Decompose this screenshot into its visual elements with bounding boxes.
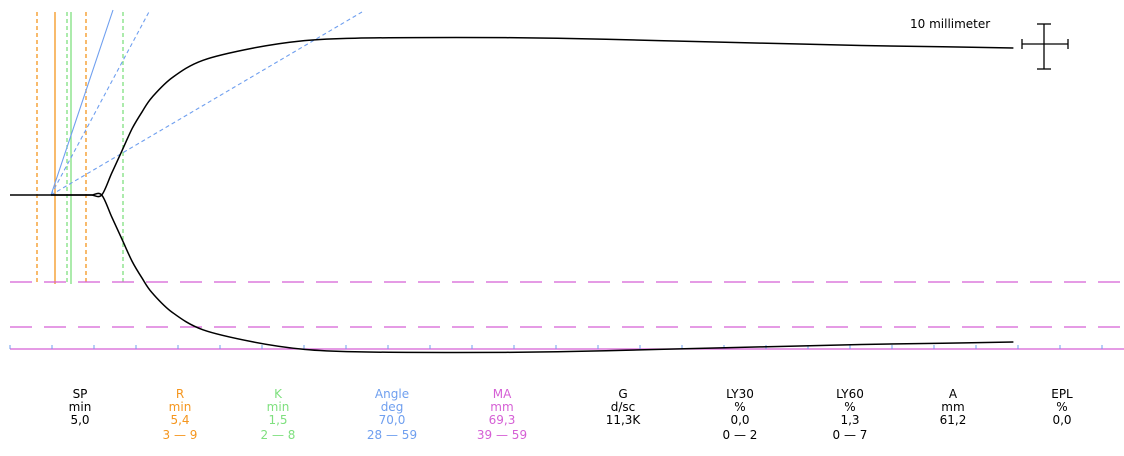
- param-name: A: [948, 387, 958, 401]
- param-range: 28 — 59: [366, 428, 418, 442]
- param-unit: %: [1056, 400, 1068, 414]
- param-unit: min: [266, 400, 290, 414]
- param-epl: EPL% 0,0: [1012, 388, 1112, 442]
- param-name: R: [175, 387, 185, 401]
- param-range: 2 — 8: [260, 428, 296, 442]
- param-unit: min: [68, 400, 92, 414]
- param-unit: %: [844, 400, 856, 414]
- param-value: 0,0: [1052, 413, 1072, 427]
- thromboelastogram-plot: [9, 9, 1124, 354]
- param-value: 70,0: [378, 413, 406, 427]
- param-range: [903, 429, 1003, 442]
- param-value: 69,3: [488, 413, 516, 427]
- param-name: G: [618, 387, 628, 401]
- param-range: 0 — 2: [722, 428, 758, 442]
- param-angle: Angle deg 70,0 28 — 59: [342, 388, 442, 442]
- param-sp: SP min 5,0: [30, 388, 130, 442]
- param-unit: d/sc: [610, 400, 636, 414]
- param-ma: MA mm 69,3 39 — 59: [452, 388, 552, 442]
- param-unit: %: [734, 400, 746, 414]
- param-unit: min: [168, 400, 192, 414]
- param-ly60: LY60% 1,3 0 — 7: [800, 388, 900, 442]
- param-value: 1,3: [840, 413, 860, 427]
- param-ly30: LY30% 0,0 0 — 2: [690, 388, 790, 442]
- reference-vertical-lines: [36, 12, 124, 284]
- angle-range-high-line: [50, 9, 151, 196]
- param-value: 5,0: [70, 413, 90, 427]
- param-range: 39 — 59: [476, 428, 528, 442]
- param-range: [1012, 429, 1112, 442]
- trace-upper: [51, 36, 1014, 198]
- param-name: LY30: [726, 387, 754, 401]
- param-range: [573, 429, 673, 442]
- angle-value-line: [50, 9, 114, 196]
- param-value: 11,3K: [605, 413, 641, 427]
- ma-reference-lines: [10, 281, 1124, 328]
- param-value: 0,0: [730, 413, 750, 427]
- param-value: 1,5: [268, 413, 288, 427]
- param-range: 0 — 7: [832, 428, 868, 442]
- param-range: [30, 429, 130, 442]
- param-value: 5,4: [170, 413, 190, 427]
- scale-bar: [1021, 23, 1069, 70]
- angle-tangent-lines: [50, 9, 363, 196]
- param-value: 61,2: [939, 413, 967, 427]
- param-unit: deg: [380, 400, 404, 414]
- param-name: K: [274, 387, 282, 401]
- param-range: 3 — 9: [162, 428, 198, 442]
- scale-bar-label: 10 millimeter: [910, 17, 991, 31]
- param-name: SP: [72, 387, 88, 401]
- param-name: LY60: [836, 387, 864, 401]
- param-unit: mm: [490, 400, 514, 414]
- param-name: Angle: [374, 387, 410, 401]
- trace: [10, 36, 1014, 354]
- param-name: EPL: [1051, 387, 1073, 401]
- param-unit: mm: [941, 400, 965, 414]
- trace-lower: [51, 192, 1014, 354]
- param-name: MA: [492, 387, 512, 401]
- time-axis: [9, 345, 1124, 350]
